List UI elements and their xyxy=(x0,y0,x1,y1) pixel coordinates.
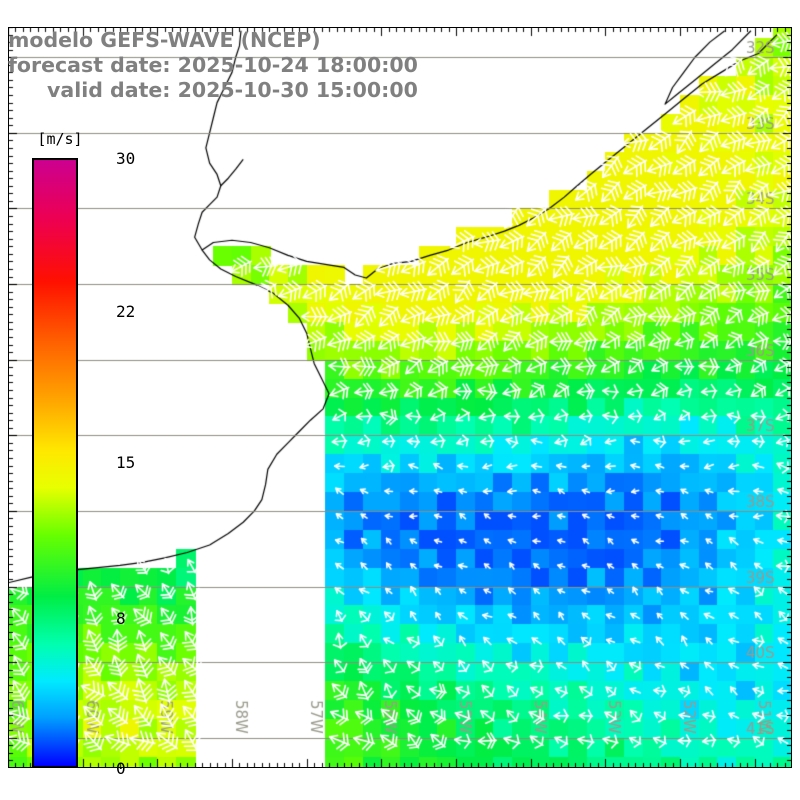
colorbar-tick-label: 8 xyxy=(116,609,126,628)
colorbar-gradient xyxy=(32,158,78,768)
map-plot-area[interactable] xyxy=(8,27,792,768)
colorbar-tick-label: 22 xyxy=(116,301,136,321)
wind-vector-layer xyxy=(8,27,792,768)
colorbar-tick-label: 15 xyxy=(116,453,136,473)
colorbar-units-label: [m/s] xyxy=(37,130,83,148)
colorbar[interactable]: 30 22 15 8 0 xyxy=(32,149,135,778)
colorbar-tick-label: 30 xyxy=(116,149,136,168)
colorbar-tick-label: 0 xyxy=(116,759,126,778)
